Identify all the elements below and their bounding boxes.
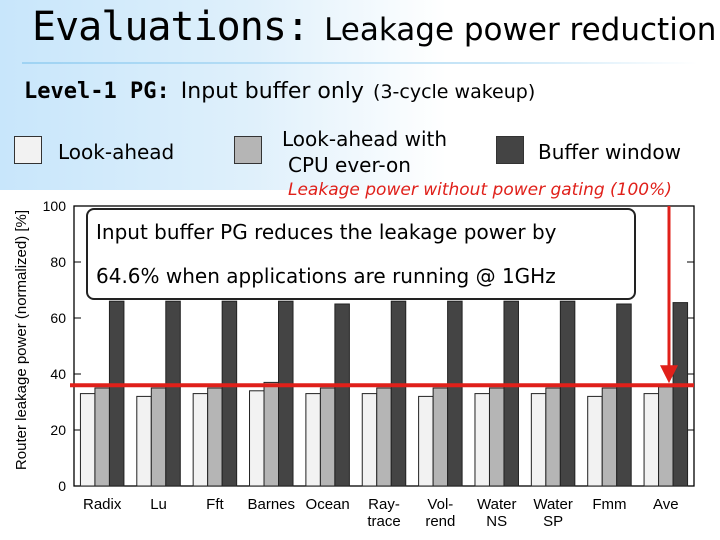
x-tick-label: Barnes xyxy=(248,496,296,513)
bar-look-ahead-with-cpu-ever-on xyxy=(658,386,674,487)
bar-buffer-window xyxy=(108,300,125,487)
x-tick-label-line2: rend xyxy=(425,513,455,530)
x-tick-label: Vol- xyxy=(427,496,453,513)
bar-look-ahead xyxy=(361,393,378,487)
y-tick-label: 0 xyxy=(58,478,66,494)
bar-look-ahead-with-cpu-ever-on xyxy=(488,387,505,487)
reduction-arrow-head xyxy=(660,365,678,384)
bar-look-ahead xyxy=(474,393,490,487)
slide-title: Evaluations: Leakage power reduction xyxy=(32,4,716,50)
bar-look-ahead xyxy=(79,393,96,487)
callout-box: Input buffer PG reduces the leakage powe… xyxy=(86,208,636,300)
legend-swatch-cpu-ever-on xyxy=(234,136,262,164)
bar-look-ahead-with-cpu-ever-on xyxy=(376,387,392,487)
legend-label-look-ahead: Look-ahead xyxy=(58,140,175,164)
bar-look-ahead xyxy=(587,395,603,487)
bar-buffer-window xyxy=(165,300,181,487)
bar-buffer-window xyxy=(334,303,350,487)
y-tick-label: 80 xyxy=(50,254,66,270)
bar-look-ahead xyxy=(643,393,660,487)
x-tick-label: Ocean xyxy=(306,496,350,513)
bar-look-ahead xyxy=(136,395,152,487)
bar-buffer-window xyxy=(503,300,519,487)
bar-look-ahead-with-cpu-ever-on xyxy=(545,387,561,487)
slide-title-main: Evaluations: xyxy=(32,4,310,50)
x-tick-label-line2: NS xyxy=(486,513,507,530)
annotation-no-power-gating: Leakage power without power gating (100%… xyxy=(288,180,672,200)
subtitle-description: Input buffer only xyxy=(180,79,364,104)
bar-look-ahead xyxy=(192,393,209,487)
subtitle-note: (3-cycle wakeup) xyxy=(373,81,536,103)
bar-buffer-window xyxy=(616,303,632,487)
x-tick-label-line2: trace xyxy=(367,513,400,530)
bar-look-ahead xyxy=(305,393,321,487)
header-band xyxy=(0,0,720,190)
legend-swatch-buffer-window xyxy=(496,136,524,164)
legend-label-cpu-ever-on-line2: CPU ever-on xyxy=(288,153,411,177)
y-tick-label: 100 xyxy=(43,198,67,214)
callout-line-2: 64.6% when applications are running @ 1G… xyxy=(96,264,556,288)
legend-swatch-look-ahead xyxy=(14,136,42,164)
x-tick-label-line2: SP xyxy=(543,513,563,530)
slide-subtitle: Level-1 PG: Input buffer only (3-cycle w… xyxy=(24,79,535,104)
bar-buffer-window xyxy=(672,302,689,487)
bar-look-ahead xyxy=(249,390,265,487)
x-tick-label: Water xyxy=(477,496,516,513)
x-tick-label: Ray- xyxy=(368,496,400,513)
bar-look-ahead-with-cpu-ever-on xyxy=(150,387,167,487)
bar-look-ahead-with-cpu-ever-on xyxy=(319,387,336,487)
bar-buffer-window xyxy=(559,300,576,487)
x-tick-label: Radix xyxy=(83,496,122,513)
x-tick-label: Fmm xyxy=(592,496,626,513)
title-underline xyxy=(22,62,698,64)
callout-line-1: Input buffer PG reduces the leakage powe… xyxy=(96,220,557,244)
slide-title-sub: Leakage power reduction xyxy=(324,12,717,48)
bar-look-ahead-with-cpu-ever-on xyxy=(601,387,618,487)
bar-buffer-window xyxy=(447,300,463,487)
bar-look-ahead xyxy=(530,393,547,487)
bar-look-ahead-with-cpu-ever-on xyxy=(94,387,110,487)
y-tick-label: 40 xyxy=(50,366,66,382)
bar-look-ahead xyxy=(418,395,434,487)
legend-label-cpu-ever-on-line1: Look-ahead with xyxy=(282,127,448,151)
x-tick-label: Ave xyxy=(653,496,679,513)
bar-look-ahead-with-cpu-ever-on xyxy=(263,381,280,487)
bar-buffer-window xyxy=(221,300,238,487)
bar-buffer-window xyxy=(278,300,294,487)
y-tick-label: 20 xyxy=(50,422,66,438)
y-tick-label: 60 xyxy=(50,310,66,326)
bar-look-ahead-with-cpu-ever-on xyxy=(207,387,223,487)
x-tick-label: Water xyxy=(533,496,572,513)
x-tick-label: Fft xyxy=(206,496,224,513)
subtitle-level: Level-1 PG: xyxy=(24,79,170,104)
bar-look-ahead-with-cpu-ever-on xyxy=(432,387,449,487)
bar-buffer-window xyxy=(390,300,407,487)
legend-label-buffer-window: Buffer window xyxy=(538,140,681,164)
x-tick-label: Lu xyxy=(150,496,167,513)
y-axis-label: Router leakage power (normalized) [%] xyxy=(13,210,30,470)
